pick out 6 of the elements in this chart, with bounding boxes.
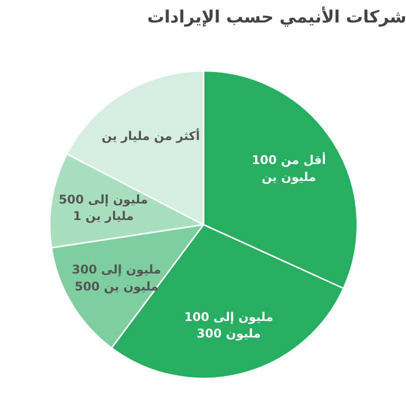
slice-label: 500 مليون إلى 1 مليار ين xyxy=(58,192,148,224)
chart-title: شركات الأنيمي حسب الإيرادات xyxy=(147,6,406,28)
slice-label: أكثر من مليار ين xyxy=(102,128,200,143)
slice-label: 300 مليون إلى 500 مليون ين xyxy=(72,262,162,294)
slice-label: 100 مليون إلى 300 مليون xyxy=(184,310,274,341)
slice-label: أقل من 100 مليون ين xyxy=(252,152,326,184)
